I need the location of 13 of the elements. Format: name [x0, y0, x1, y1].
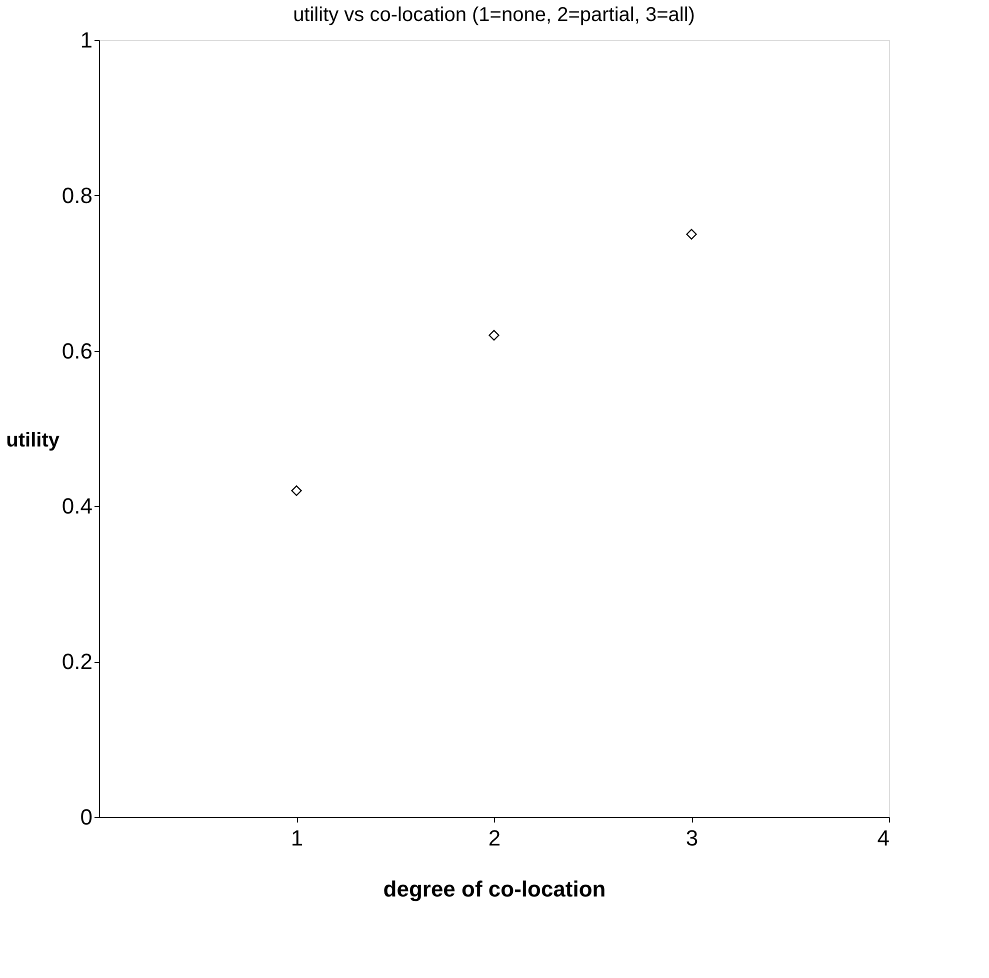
x-axis-title: degree of co-location	[383, 876, 606, 902]
y-tick-label: 0.8	[62, 182, 92, 208]
x-tick-label: 4	[877, 826, 890, 850]
chart-title: utility vs co-location (1=none, 2=partial, 3=all)	[293, 4, 695, 26]
y-tick-label: 0	[80, 804, 92, 830]
y-tick-label: 0.4	[62, 494, 92, 519]
y-axis-title: utility	[6, 430, 60, 452]
x-tick-label: 2	[488, 826, 501, 850]
x-tick-label: 1	[290, 826, 304, 850]
y-tick-label: 0.2	[62, 649, 92, 674]
y-tick-label: 0.6	[62, 338, 92, 364]
y-tick-label: 1	[80, 28, 92, 52]
x-tick-label: 3	[686, 826, 698, 850]
